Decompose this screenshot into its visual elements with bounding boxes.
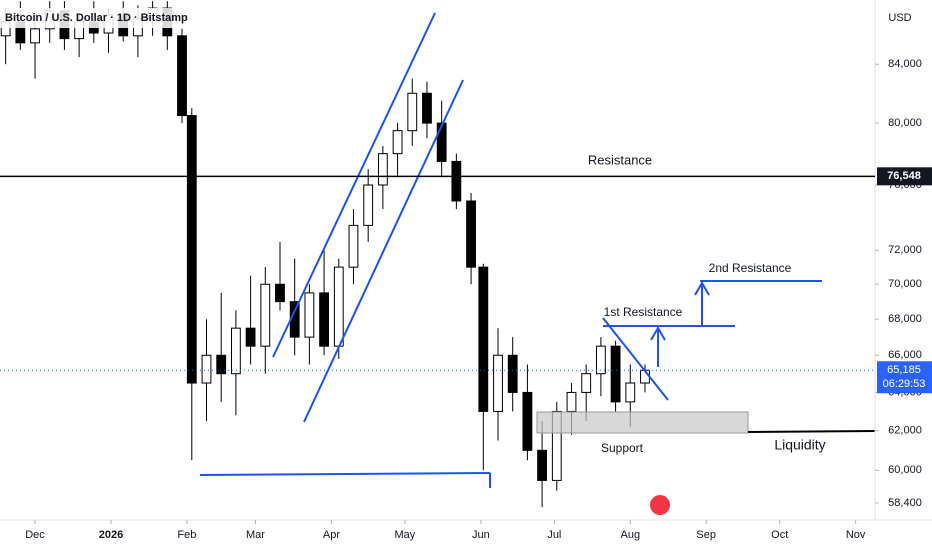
candle-body [610, 345, 621, 403]
price-tag [877, 361, 932, 394]
x-tick-label: Aug [620, 529, 640, 541]
arrow [694, 281, 710, 326]
candle-body [466, 200, 476, 268]
candle-body [493, 354, 503, 412]
y-tick-label: 70,000 [888, 278, 922, 290]
countdown: 06:29:53 [883, 378, 926, 390]
price-tag [877, 167, 932, 186]
y-tick-label: 66,000 [888, 349, 922, 361]
candle-body [230, 327, 241, 375]
x-tick-label: Jul [547, 529, 561, 541]
liquidity-label: Liquidity [774, 437, 825, 453]
x-tick-label: Feb [177, 529, 196, 541]
candle-body [392, 130, 403, 155]
candle-body [177, 35, 187, 117]
candle-body [333, 266, 344, 347]
trend-line [602, 317, 669, 401]
x-tick-label: Sep [696, 529, 716, 541]
candle-body [625, 382, 636, 403]
chart-title: Bitcoin / U.S. Dollar · 1D · Bitstamp [5, 12, 188, 24]
candle-body [595, 345, 606, 375]
arrow [650, 326, 666, 367]
resistance-price-label: 76,548 [887, 170, 921, 182]
y-tick-label: 58,400 [888, 497, 922, 509]
liquidity-line [747, 430, 876, 433]
candle-body [201, 354, 212, 384]
channel-upper [272, 12, 436, 358]
candle-body [363, 184, 374, 226]
candle-body [436, 122, 447, 162]
x-tick-label: Oct [771, 529, 788, 541]
candle-body [507, 354, 518, 393]
y-tick-label: 68,000 [888, 313, 922, 325]
second-resistance-label: 2nd Resistance [709, 261, 792, 275]
y-tick-label: 60,000 [888, 464, 922, 476]
candle-body [407, 92, 418, 132]
title-bg [0, 8, 180, 28]
candle-body [30, 28, 40, 44]
x-tick-label: Apr [323, 529, 340, 541]
candle-body [319, 292, 329, 347]
candle-body [348, 224, 359, 268]
y-tick-label: 62,000 [888, 425, 922, 437]
candle-body [522, 391, 533, 451]
candle-body [422, 92, 432, 124]
candle-body [304, 292, 315, 338]
x-tick-label: Mar [246, 529, 265, 541]
candle-body [377, 153, 388, 186]
last-price-label: 65,185 [887, 364, 921, 376]
logo [650, 495, 670, 515]
support-box [536, 411, 749, 434]
resistance-label: Resistance [588, 152, 652, 167]
candle-body [216, 354, 227, 375]
x-tick-label: 2026 [99, 529, 123, 541]
first-resistance-label: 1st Resistance [604, 305, 683, 319]
support-label: Support [601, 441, 644, 455]
bottom-line [199, 472, 491, 476]
y-tick-label: 84,000 [888, 58, 922, 70]
channel-lower [303, 79, 464, 423]
candle-body [581, 373, 592, 393]
candle-body [478, 266, 489, 412]
candle-body [260, 283, 271, 347]
candle-body [186, 115, 197, 384]
candle-body [537, 449, 548, 481]
drawings [199, 12, 876, 488]
x-tick-label: Jun [472, 529, 490, 541]
x-tick-label: Dec [25, 529, 45, 541]
candle-body [566, 391, 577, 412]
candle-body [451, 160, 462, 202]
candle-body [551, 410, 562, 481]
candle-body [275, 283, 285, 303]
x-tick-label: May [395, 529, 416, 541]
x-tick-label: Nov [846, 529, 866, 541]
y-tick-label: 80,000 [888, 117, 922, 129]
candle-body [245, 327, 256, 347]
y-axis-label: USD [888, 12, 911, 24]
y-tick-label: 72,000 [888, 244, 922, 256]
